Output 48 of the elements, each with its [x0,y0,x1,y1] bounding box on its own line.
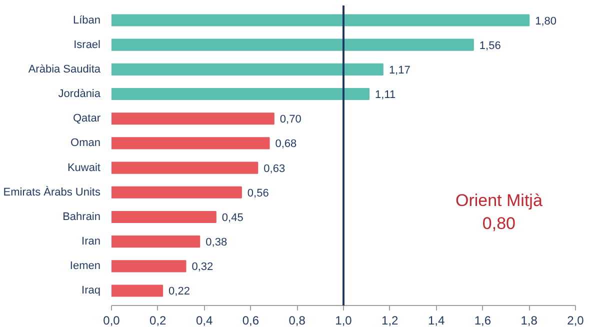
y-tick-label: Líban [72,14,101,26]
x-tick-label: 0,2 [150,314,167,327]
x-tick-label: 2,0 [567,314,584,327]
data-label: 0,63 [264,162,286,175]
bar [112,284,164,297]
bar [112,38,474,51]
data-label: 0,32 [192,261,214,274]
bar [112,14,530,26]
y-tick-label: Bahrain [62,210,101,223]
x-tick-label: 0,6 [242,314,260,327]
x-tick-label: 0,8 [288,314,306,327]
y-tick-label: Iemen [70,260,101,272]
x-tick-label: 1,0 [335,314,352,327]
data-label: 1,11 [375,89,396,102]
annotation: Orient Mitjà 0,80 [455,191,543,233]
bar [112,63,384,76]
bar [112,137,270,150]
bar [112,162,258,174]
x-tick-label: 1,6 [474,314,492,327]
data-label: 0,56 [247,187,269,200]
x-tick-label: 1,8 [520,314,538,327]
bar [112,210,216,224]
y-tick-label: Oman [70,137,101,150]
data-label: 1,80 [535,15,557,28]
data-label: 1,17 [388,64,410,76]
y-tick-label: Iraq [82,284,101,297]
y-tick-label: Iran [82,236,101,248]
y-tick-label: Jordània [58,88,102,100]
data-label: 0,45 [222,212,244,224]
x-tick-label: 0,0 [103,314,120,327]
x-tick-label: 0,4 [196,314,213,327]
data-label: 0,70 [280,114,302,126]
bar [112,260,186,272]
data-label: 1,56 [479,40,501,52]
y-tick-label: Aràbia Saudita [28,63,102,76]
bar [112,186,242,198]
y-tick-label: Qatar [72,112,101,125]
bar [112,112,274,125]
data-label: 0,68 [275,138,297,150]
data-label: 0,38 [206,236,228,249]
bar [112,88,370,100]
y-tick-label: Kuwait [67,162,101,174]
x-tick-label: 1,2 [382,314,399,327]
x-tick-label: 1,4 [428,314,445,327]
y-tick-label: Emirats Àrabs Units [3,185,101,198]
data-label: 0,22 [168,286,190,298]
y-tick-label: Israel [74,38,101,51]
bar [112,236,200,248]
